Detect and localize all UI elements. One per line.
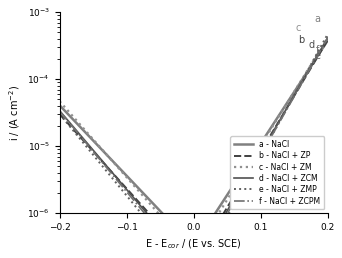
f - NaCl + ZCPM — [83, 140, 87, 143]
d - NaCl + ZCM — [150, 217, 154, 221]
Legend: a - NaCl, b - NaCl + ZP, c - NaCl + ZM, d - NaCl + ZCM, e - NaCl + ZMP, f - NaCl: a - NaCl, b - NaCl + ZP, c - NaCl + ZM, … — [230, 136, 324, 209]
e - NaCl + ZMP — [150, 225, 154, 228]
d - NaCl + ZCM — [162, 232, 166, 235]
Text: a: a — [315, 14, 321, 24]
a - NaCl — [162, 214, 166, 217]
d - NaCl + ZCM — [97, 156, 101, 159]
b - NaCl + ZP — [83, 140, 87, 143]
Line: a - NaCl: a - NaCl — [60, 105, 193, 246]
a - NaCl — [97, 145, 101, 148]
f - NaCl + ZCPM — [162, 236, 166, 239]
f - NaCl + ZCPM — [169, 244, 173, 247]
e - NaCl + ZMP — [97, 161, 101, 164]
a - NaCl — [57, 104, 62, 107]
f - NaCl + ZCPM — [57, 109, 62, 112]
c - NaCl + ZM — [169, 227, 173, 230]
b - NaCl + ZP — [57, 112, 62, 116]
d - NaCl + ZCM — [57, 109, 62, 112]
a - NaCl — [83, 130, 87, 133]
e - NaCl + ZMP — [170, 250, 174, 253]
e - NaCl + ZMP — [83, 143, 87, 146]
e - NaCl + ZMP — [162, 240, 166, 243]
X-axis label: E - E$_{cor}$ / (E vs. SCE): E - E$_{cor}$ / (E vs. SCE) — [145, 237, 242, 251]
d - NaCl + ZCM — [83, 139, 87, 142]
a - NaCl — [191, 244, 195, 247]
b - NaCl + ZP — [170, 238, 174, 241]
Text: f: f — [316, 45, 319, 55]
c - NaCl + ZM — [97, 144, 101, 148]
Line: c - NaCl + ZM: c - NaCl + ZM — [60, 101, 193, 253]
c - NaCl + ZM — [162, 219, 166, 222]
b - NaCl + ZP — [97, 157, 101, 160]
e - NaCl + ZMP — [57, 112, 62, 116]
c - NaCl + ZM — [150, 204, 154, 207]
a - NaCl — [169, 221, 173, 224]
b - NaCl + ZP — [169, 237, 173, 240]
e - NaCl + ZMP — [169, 248, 173, 252]
Line: e - NaCl + ZMP: e - NaCl + ZMP — [60, 114, 193, 258]
d - NaCl + ZCM — [169, 240, 173, 244]
Line: b - NaCl + ZP: b - NaCl + ZP — [60, 114, 193, 258]
f - NaCl + ZCPM — [97, 157, 101, 160]
f - NaCl + ZCPM — [150, 221, 154, 224]
d - NaCl + ZCM — [170, 242, 174, 245]
Line: f - NaCl + ZCPM: f - NaCl + ZCPM — [60, 111, 193, 258]
b - NaCl + ZP — [162, 229, 166, 232]
Y-axis label: i / (A cm$^{-2}$): i / (A cm$^{-2}$) — [7, 85, 22, 141]
f - NaCl + ZCPM — [170, 245, 174, 248]
b - NaCl + ZP — [150, 215, 154, 218]
a - NaCl — [170, 222, 174, 225]
Text: b: b — [298, 35, 304, 45]
Text: e: e — [315, 51, 321, 61]
Line: d - NaCl + ZCM: d - NaCl + ZCM — [60, 111, 193, 258]
c - NaCl + ZM — [170, 228, 174, 231]
a - NaCl — [150, 201, 154, 204]
c - NaCl + ZM — [83, 128, 87, 131]
c - NaCl + ZM — [57, 100, 62, 103]
Text: d: d — [308, 40, 314, 50]
Text: c: c — [295, 23, 300, 33]
c - NaCl + ZM — [191, 251, 195, 254]
